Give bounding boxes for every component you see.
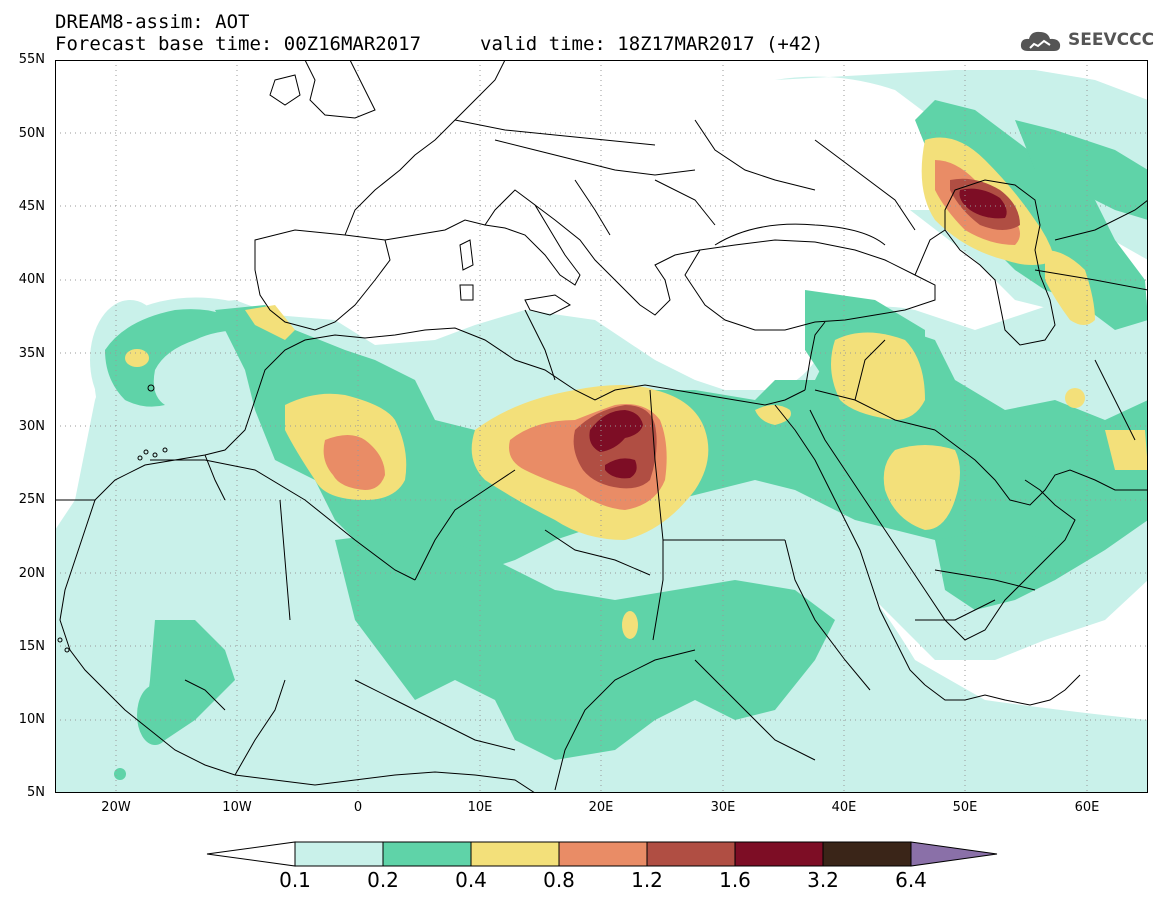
color-bar (206, 841, 998, 867)
color-bar-label-0-8: 0.8 (543, 868, 575, 892)
color-bar-label-6-4: 6.4 (895, 868, 927, 892)
color-bar-high-arrow (910, 841, 998, 867)
lat-label-25n: 25N (18, 492, 45, 507)
color-bar-label-3-2: 3.2 (807, 868, 839, 892)
coastlines (55, 60, 1148, 793)
lon-label-40e: 40E (831, 800, 857, 815)
lon-label-20w: 20W (101, 800, 131, 815)
color-bar-box-1-2 (646, 841, 736, 867)
lat-label-35n: 35N (18, 346, 45, 361)
valid-time: valid time: 18Z17MAR2017 (+42) (480, 33, 824, 55)
lat-label-45n: 45N (18, 199, 45, 214)
color-bar-label-0-1: 0.1 (279, 868, 311, 892)
color-bar-box-0-1 (294, 841, 384, 867)
logo-text: SEEVCCC (1068, 30, 1155, 50)
color-bar-box-0-4 (470, 841, 560, 867)
aot-map (55, 60, 1148, 793)
color-bar-label-0-2: 0.2 (367, 868, 399, 892)
lat-label-5n: 5N (27, 785, 45, 800)
color-bar-low-arrow (206, 841, 296, 867)
lat-label-10n: 10N (18, 712, 45, 727)
lon-label-30e: 30E (710, 800, 736, 815)
lon-label-10e: 10E (467, 800, 493, 815)
lon-label-10w: 10W (222, 800, 252, 815)
forecast-base-time: Forecast base time: 00Z16MAR2017 (55, 33, 422, 55)
color-bar-label-1-6: 1.6 (719, 868, 751, 892)
lon-label-50e: 50E (952, 800, 978, 815)
lat-label-30n: 30N (18, 419, 45, 434)
lon-label-60e: 60E (1074, 800, 1100, 815)
lon-label-20e: 20E (588, 800, 614, 815)
color-bar-box-0-8 (558, 841, 648, 867)
color-bar-box-3-2 (822, 841, 912, 867)
map-frame (55, 60, 1148, 793)
gridlines (55, 60, 1148, 793)
lat-label-15n: 15N (18, 639, 45, 654)
lat-label-55n: 55N (18, 52, 45, 67)
color-bar-box-0-2 (382, 841, 472, 867)
color-bar-label-0-4: 0.4 (455, 868, 487, 892)
lat-label-40n: 40N (18, 272, 45, 287)
lon-label-0: 0 (353, 800, 363, 815)
lat-label-20n: 20N (18, 566, 45, 581)
color-bar-label-1-2: 1.2 (631, 868, 663, 892)
lat-label-50n: 50N (18, 126, 45, 141)
seevccc-logo: SEEVCCC (1018, 26, 1155, 56)
chart-title: DREAM8-assim: AOT (55, 11, 250, 33)
color-bar-box-1-6 (734, 841, 824, 867)
islands (57, 384, 168, 653)
aot-level-1-6 (589, 188, 1007, 479)
cloud-icon (1020, 31, 1061, 51)
